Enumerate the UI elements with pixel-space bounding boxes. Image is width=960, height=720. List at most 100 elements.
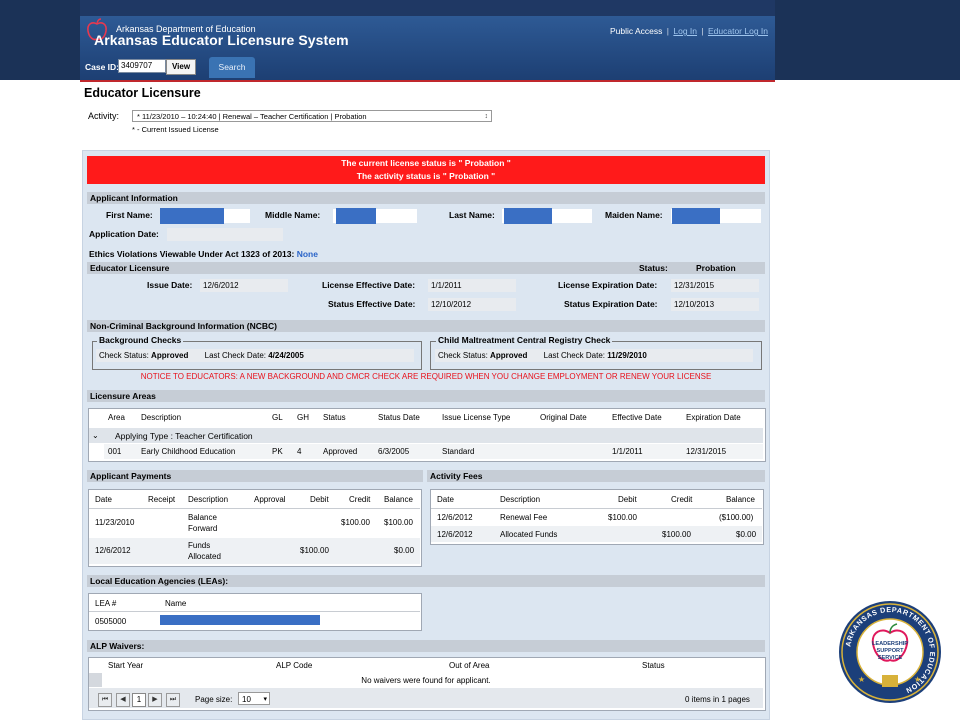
col-gh[interactable]: GH (297, 413, 309, 422)
issue-date-label: Issue Date: (147, 280, 193, 290)
seal-line2: SUPPORT (876, 648, 904, 654)
activity-select[interactable]: * 11/23/2010 – 10:24:40 | Renewal – Teac… (132, 110, 492, 122)
log-in-link[interactable]: Log In (673, 26, 698, 36)
background-check-row: Check Status: Approved Last Check Date: … (96, 349, 414, 362)
alp-col-alp-code[interactable]: ALP Code (276, 661, 313, 670)
seal-line1: LEADERSHIP (872, 641, 908, 647)
status-label: Status: (639, 263, 668, 273)
top-links: Public Access | Log In | Educator Log In (610, 26, 768, 36)
cell-gh: 4 (297, 447, 302, 456)
row-indent (89, 673, 102, 687)
status-value: Probation (696, 263, 736, 273)
col-gl[interactable]: GL (272, 413, 283, 422)
group-row (89, 428, 763, 443)
pay-row1-desc1: Balance (188, 513, 217, 522)
cell-gl: PK (272, 447, 283, 456)
current-page[interactable]: 1 (132, 693, 146, 707)
fee-col-balance[interactable]: Balance (726, 495, 755, 504)
lea-col-name[interactable]: Name (165, 599, 187, 608)
divider (89, 508, 420, 509)
cm-last-check-value: 11/29/2010 (607, 351, 647, 360)
col-area[interactable]: Area (108, 413, 125, 422)
pay-col-receipt[interactable]: Receipt (148, 495, 176, 504)
group-expand-icon[interactable]: ⌄ (92, 431, 99, 440)
alp-col-out-of-area[interactable]: Out of Area (449, 661, 490, 670)
alp-col-start-year[interactable]: Start Year (108, 661, 144, 670)
apple-logo-icon (87, 18, 107, 41)
col-issue-license-type[interactable]: Issue License Type (442, 413, 511, 422)
maiden-name-label: Maiden Name: (605, 210, 663, 220)
col-description[interactable]: Description (141, 413, 182, 422)
col-status-date[interactable]: Status Date (378, 413, 420, 422)
last-page-icon[interactable]: ⏭ (166, 693, 180, 707)
status-effective-date-value: 12/10/2012 (428, 298, 516, 311)
col-expiration-date[interactable]: Expiration Date (686, 413, 741, 422)
pay-col-approval[interactable]: Approval (254, 495, 286, 504)
activity-note: * - Current Issued License (132, 125, 219, 134)
fee-row2-description: Allocated Funds (500, 530, 558, 539)
page-size-select[interactable]: 10 ▾ (238, 692, 270, 705)
view-button[interactable]: View (166, 59, 196, 75)
background-checks-box (92, 341, 422, 370)
cell-effective-date: 1/1/2011 (612, 447, 643, 456)
page-title: Educator Licensure (84, 86, 201, 100)
bg-check-status-label: Check Status: (99, 351, 149, 360)
ethics-label-text: Ethics Violations Viewable Under Act 132… (89, 249, 295, 259)
issue-date-value: 12/6/2012 (200, 279, 288, 292)
case-id-input[interactable]: 3409707 (118, 59, 166, 73)
pay-col-description[interactable]: Description (188, 495, 229, 504)
col-effective-date[interactable]: Effective Date (612, 413, 662, 422)
child-maltreatment-legend: Child Maltreatment Central Registry Chec… (436, 335, 613, 345)
alp-empty-message: No waivers were found for applicant. (361, 676, 491, 685)
lea-col-number[interactable]: LEA # (95, 599, 117, 608)
redacted-lea-name (160, 615, 320, 625)
fee-col-credit[interactable]: Credit (671, 495, 693, 504)
activity-select-value: * 11/23/2010 – 10:24:40 | Renewal – Teac… (137, 112, 367, 121)
pay-row2-balance: $0.00 (394, 546, 415, 555)
status-banner: The current license status is " Probatio… (87, 156, 765, 184)
first-page-icon[interactable]: ⏮ (98, 693, 112, 707)
fee-col-date[interactable]: Date (437, 495, 454, 504)
section-activity-fees: Activity Fees (427, 470, 765, 482)
cell-status-date: 6/3/2005 (378, 447, 410, 456)
next-page-icon[interactable]: ▶ (148, 693, 162, 707)
pager-bar (89, 688, 763, 708)
star-icon: ★ (914, 675, 921, 684)
link-separator: | (701, 26, 704, 36)
app-title: Arkansas Educator Licensure System (94, 32, 349, 48)
alp-col-status[interactable]: Status (642, 661, 665, 670)
prev-page-icon[interactable]: ◀ (116, 693, 130, 707)
section-ncbc: Non-Criminal Background Information (NCB… (87, 320, 765, 332)
redacted-middle-name (336, 208, 376, 224)
cell-license-type: Standard (442, 447, 475, 456)
bg-check-status-value: Approved (151, 351, 189, 360)
section-licensure-areas: Licensure Areas (87, 390, 765, 402)
col-status[interactable]: Status (323, 413, 346, 422)
fee-col-debit[interactable]: Debit (618, 495, 637, 504)
section-alp-waivers: ALP Waivers: (87, 640, 765, 652)
col-original-date[interactable]: Original Date (540, 413, 587, 422)
section-applicant-info: Applicant Information (87, 192, 765, 204)
cm-check-status-label: Check Status: (438, 351, 488, 360)
last-name-label: Last Name: (449, 210, 495, 220)
status-effective-date-label: Status Effective Date: (328, 299, 416, 309)
cell-description: Early Childhood Education (141, 447, 236, 456)
ethics-label: Ethics Violations Viewable Under Act 132… (89, 249, 318, 259)
license-expiration-date-value: 12/31/2015 (671, 279, 759, 292)
dept-name: Arkansas Department of Education (116, 24, 256, 34)
page-size-label: Page size: (195, 695, 233, 704)
cm-check-status-value: Approved (490, 351, 528, 360)
pay-col-balance[interactable]: Balance (384, 495, 413, 504)
pay-col-date[interactable]: Date (95, 495, 112, 504)
banner-line-license: The current license status is " Probatio… (341, 158, 511, 168)
cm-last-check-label: Last Check Date: (543, 351, 605, 360)
educator-log-in-link[interactable]: Educator Log In (707, 26, 768, 36)
chevron-updown-icon: ↕ (484, 113, 489, 120)
pay-col-credit[interactable]: Credit (349, 495, 371, 504)
group-label: Applying Type : Teacher Certification (115, 431, 253, 441)
pay-col-debit[interactable]: Debit (310, 495, 329, 504)
fee-col-description[interactable]: Description (500, 495, 541, 504)
tab-search[interactable]: Search (209, 57, 255, 78)
star-icon: ★ (858, 675, 865, 684)
table-row (89, 538, 420, 564)
